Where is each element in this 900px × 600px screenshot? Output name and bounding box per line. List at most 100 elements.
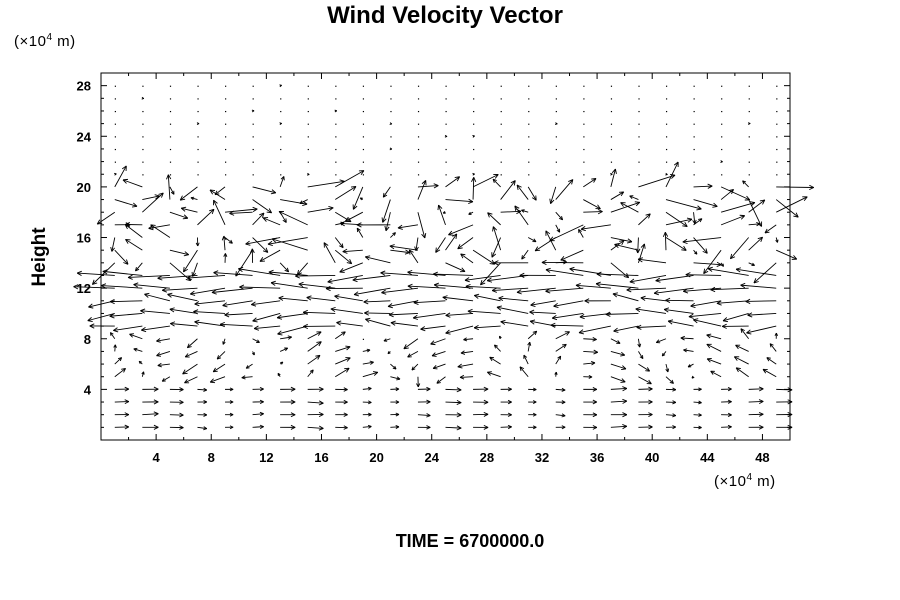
wind-vector xyxy=(583,361,596,366)
wind-vector xyxy=(693,249,698,255)
wind-vector xyxy=(748,199,763,227)
wind-vector xyxy=(555,122,558,125)
wind-vector xyxy=(665,123,668,125)
wind-vector xyxy=(554,371,558,377)
wind-vector xyxy=(252,186,277,195)
wind-vector xyxy=(342,248,363,254)
wind-vector xyxy=(610,262,630,279)
wind-vector xyxy=(500,85,502,87)
wind-vector xyxy=(362,110,365,113)
wind-vector xyxy=(334,109,338,113)
wind-vector xyxy=(528,400,537,404)
wind-vector xyxy=(219,321,253,328)
wind-vector xyxy=(390,320,418,327)
wind-vector xyxy=(665,387,677,392)
wind-vector xyxy=(445,233,458,251)
wind-vector xyxy=(335,85,337,87)
wind-vector xyxy=(225,110,227,113)
wind-vector xyxy=(335,161,337,163)
wind-vector xyxy=(442,295,474,302)
wind-vector xyxy=(235,249,253,277)
wind-vector xyxy=(445,98,447,100)
wind-vector xyxy=(748,174,750,176)
wind-vector xyxy=(610,376,626,383)
wind-vector xyxy=(142,386,159,392)
wind-vector xyxy=(417,148,420,151)
wind-vector xyxy=(194,319,226,327)
wind-vector xyxy=(169,98,172,100)
wind-vector xyxy=(169,262,192,282)
wind-vector xyxy=(775,237,779,243)
wind-vector xyxy=(327,275,363,284)
wind-vector xyxy=(307,161,309,163)
wind-vector xyxy=(280,424,296,430)
x-tick-label: 4 xyxy=(153,450,161,465)
wind-vector xyxy=(683,287,722,294)
wind-vector xyxy=(500,319,529,327)
wind-vector xyxy=(776,110,778,113)
wind-vector xyxy=(259,249,281,262)
wind-vector xyxy=(583,161,585,163)
wind-vector xyxy=(733,356,749,365)
wind-vector xyxy=(141,325,170,333)
wind-vector xyxy=(555,148,557,151)
wind-vector xyxy=(551,313,584,321)
wind-vector xyxy=(721,98,723,100)
wind-vector xyxy=(693,425,702,430)
wind-vector xyxy=(113,344,117,352)
wind-vector xyxy=(280,386,296,392)
y-tick-label: 4 xyxy=(84,382,92,397)
wind-vector xyxy=(528,161,530,163)
wind-vector xyxy=(277,372,281,377)
wind-vector xyxy=(141,96,145,100)
wind-vector xyxy=(241,375,253,380)
wind-vector xyxy=(278,295,308,302)
wind-vector xyxy=(223,253,228,263)
wind-vector xyxy=(417,399,431,405)
wind-vector xyxy=(693,199,718,208)
wind-vector xyxy=(691,375,695,379)
wind-vector xyxy=(110,237,116,252)
wind-vector xyxy=(280,98,282,100)
wind-vector xyxy=(225,148,227,151)
wind-vector xyxy=(457,363,474,369)
wind-vector xyxy=(413,299,446,305)
wind-vector xyxy=(665,148,668,151)
wind-vector xyxy=(339,262,363,273)
wind-vector xyxy=(583,148,585,151)
wind-vector xyxy=(528,136,530,138)
wind-vector xyxy=(157,362,170,368)
wind-vector xyxy=(555,161,557,163)
wind-vector xyxy=(408,249,419,264)
wind-vector xyxy=(148,224,170,231)
wind-vector xyxy=(251,300,281,307)
wind-vector xyxy=(113,325,143,333)
wind-vector xyxy=(682,237,722,245)
wind-vector xyxy=(306,295,336,302)
wind-vector xyxy=(467,308,501,314)
wind-vector xyxy=(197,412,208,417)
wind-vector xyxy=(251,351,255,356)
wind-vector xyxy=(362,348,371,353)
wind-vector xyxy=(417,136,420,138)
wind-vector xyxy=(635,237,641,254)
wind-vector xyxy=(239,284,281,290)
wind-vector xyxy=(583,412,598,418)
wind-vector xyxy=(307,136,309,138)
wind-vector xyxy=(307,179,345,188)
wind-vector xyxy=(693,161,695,163)
wind-vector xyxy=(411,363,419,371)
wind-vector xyxy=(746,325,777,335)
wind-vector xyxy=(464,275,501,283)
wind-vector xyxy=(720,189,734,200)
wind-vector xyxy=(335,170,365,188)
wind-vector xyxy=(267,237,308,247)
wind-vector xyxy=(555,400,566,405)
wind-vector xyxy=(299,199,308,204)
wind-vector xyxy=(302,309,336,316)
wind-vector xyxy=(473,85,475,87)
wind-vector xyxy=(613,325,639,333)
wind-vector xyxy=(129,333,143,340)
wind-vector xyxy=(444,134,448,138)
wind-vector xyxy=(362,386,372,391)
